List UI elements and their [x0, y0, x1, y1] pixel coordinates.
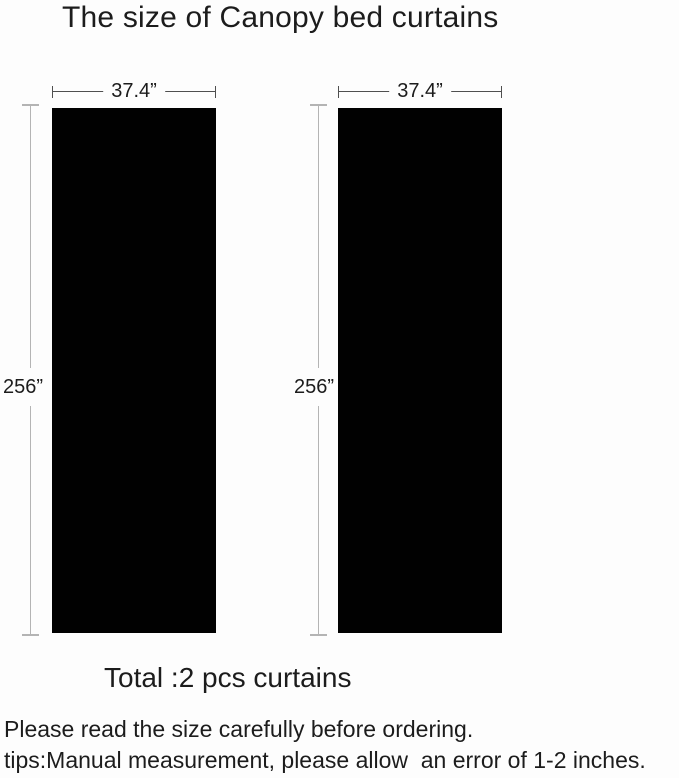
- height-label: 256”: [291, 368, 337, 406]
- width-label: 37.4”: [103, 80, 165, 103]
- dimension-tick: [52, 86, 53, 98]
- total-pieces-text: Total :2 pcs curtains: [104, 662, 352, 693]
- dimension-tick: [501, 86, 502, 98]
- note-measurement-tips: tips:Manual measurement, please allow an…: [4, 747, 646, 773]
- curtain-rect: [338, 108, 502, 633]
- height-label: 256”: [0, 368, 46, 406]
- width-dimension: 37.4”: [338, 80, 502, 103]
- curtain-rect: [52, 108, 216, 633]
- note-read-size: Please read the size carefully before or…: [4, 716, 474, 742]
- dimension-tick: [215, 86, 216, 98]
- dimension-tick: [310, 104, 327, 106]
- dimension-tick: [338, 86, 339, 98]
- dimension-tick: [310, 634, 327, 636]
- dimension-tick: [22, 104, 39, 106]
- dimension-tick: [22, 634, 39, 636]
- width-label: 37.4”: [389, 80, 451, 103]
- page-title: The size of Canopy bed curtains: [62, 1, 499, 34]
- width-dimension: 37.4”: [52, 80, 216, 103]
